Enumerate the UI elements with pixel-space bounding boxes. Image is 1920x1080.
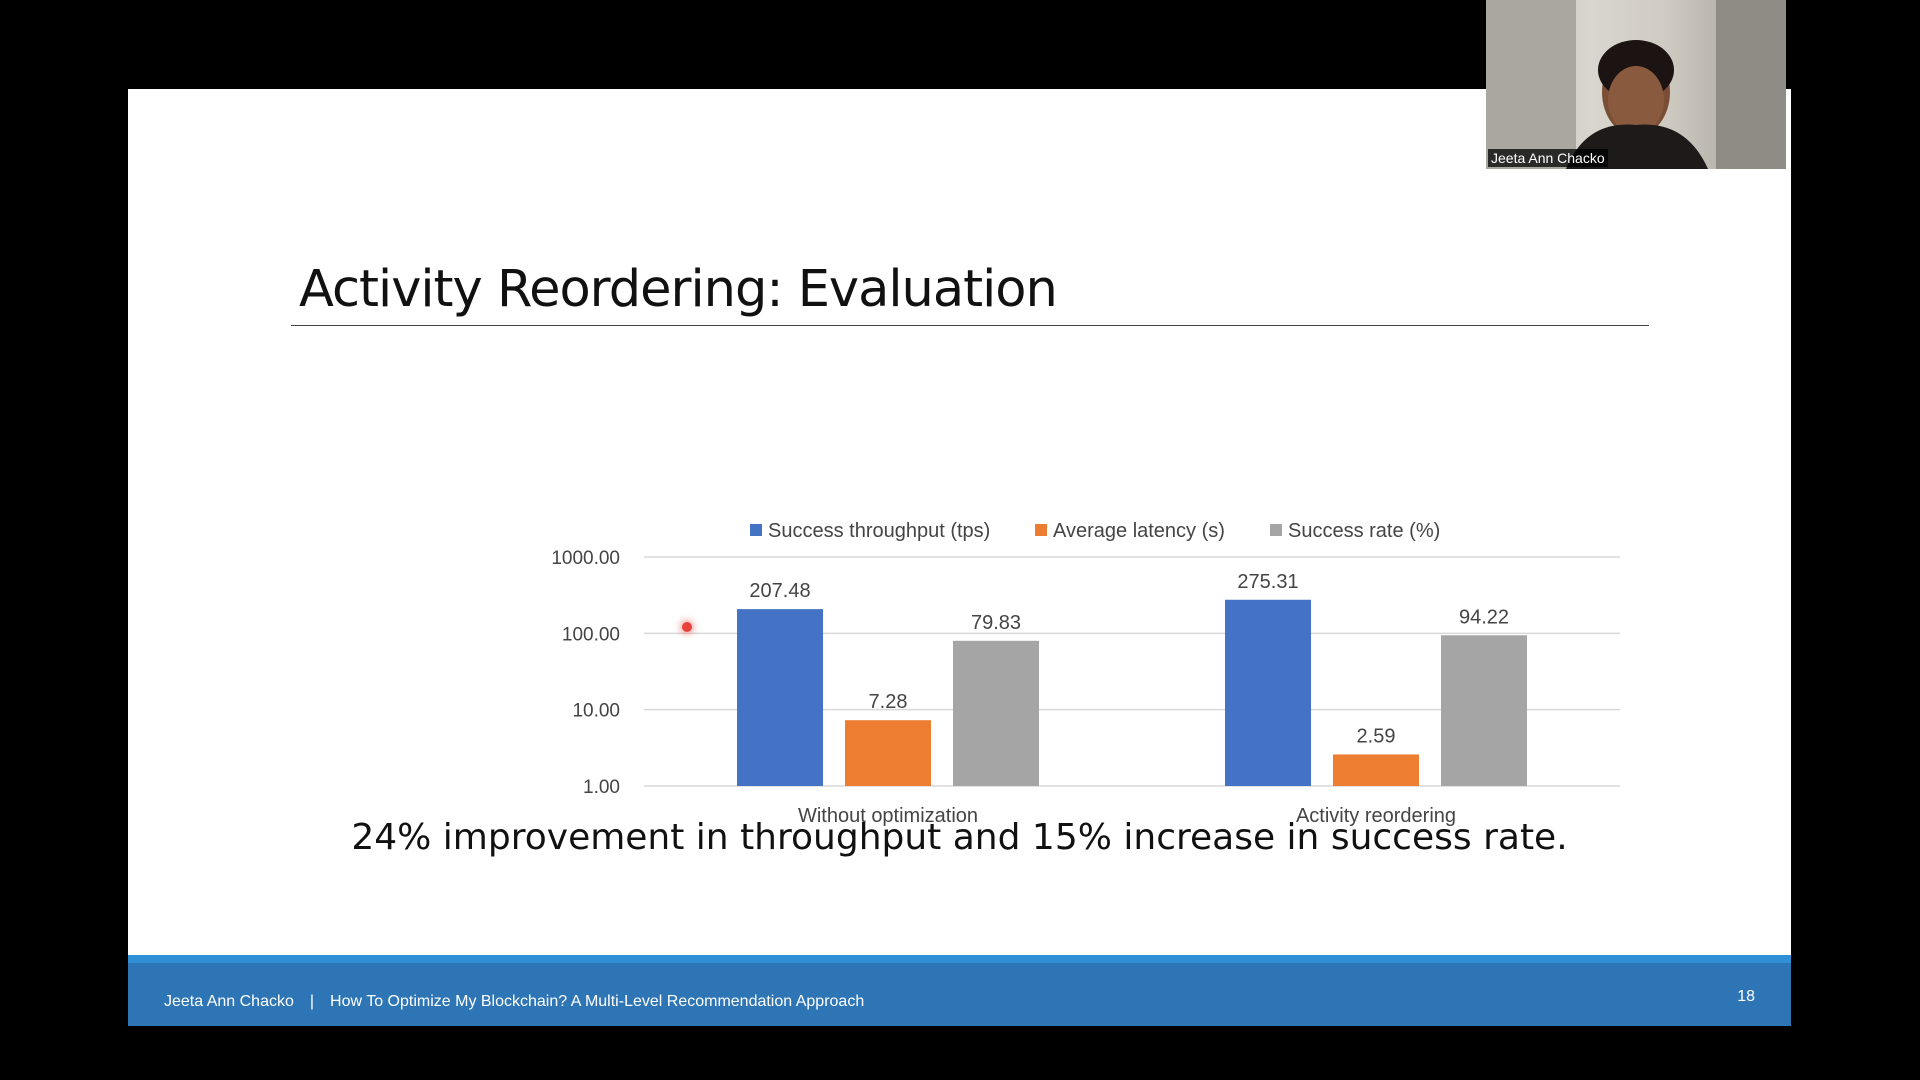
data-label: 207.48 <box>749 580 810 602</box>
legend-label: Success throughput (tps) <box>768 520 990 542</box>
legend-label: Success rate (%) <box>1288 520 1440 542</box>
bar <box>1225 599 1311 786</box>
page-number: 18 <box>1737 988 1755 1005</box>
slide-footer: Jeeta Ann Chacko | How To Optimize My Bloc… <box>128 955 1791 1026</box>
y-tick-label: 10.00 <box>572 701 620 722</box>
y-tick-label: 1.00 <box>583 777 620 798</box>
data-label: 2.59 <box>1357 725 1396 747</box>
webcam-tile[interactable]: Jeeta Ann Chacko <box>1486 0 1786 169</box>
data-label: 275.31 <box>1237 571 1298 593</box>
slide: Activity Reordering: Evaluation 1000.00 1… <box>128 89 1791 1026</box>
bar <box>1441 635 1527 786</box>
bar <box>1333 754 1419 786</box>
footer-separator: | <box>309 993 315 1010</box>
x-category-label: Without optimization <box>798 805 978 827</box>
summary-text: 24% improvement in throughput and 15% in… <box>351 817 1568 858</box>
data-label: 79.83 <box>971 612 1021 634</box>
participant-name-label: Jeeta Ann Chacko <box>1488 149 1608 167</box>
data-label: 7.28 <box>869 691 908 713</box>
title-divider <box>291 325 1649 326</box>
footer-talk-title: How To Optimize My Blockchain? A Multi-L… <box>330 993 865 1010</box>
laser-pointer <box>682 622 692 632</box>
bar <box>953 640 1039 786</box>
slide-title: Activity Reordering: Evaluation <box>299 260 1058 319</box>
legend-swatch <box>1270 524 1282 536</box>
participant-video <box>1486 0 1786 169</box>
bar <box>845 720 931 786</box>
data-label: 94.22 <box>1459 606 1509 628</box>
x-category-label: Activity reordering <box>1296 805 1456 827</box>
footer-author: Jeeta Ann Chacko <box>164 993 294 1010</box>
legend-label: Average latency (s) <box>1053 520 1225 542</box>
y-tick-label: 100.00 <box>562 624 620 645</box>
bar <box>737 609 823 786</box>
bar-chart: 1000.00 100.00 10.00 1.00 Success throughput… <box>551 520 1620 827</box>
legend-swatch <box>1035 524 1047 536</box>
y-tick-label: 1000.00 <box>551 548 620 569</box>
legend-swatch <box>750 524 762 536</box>
